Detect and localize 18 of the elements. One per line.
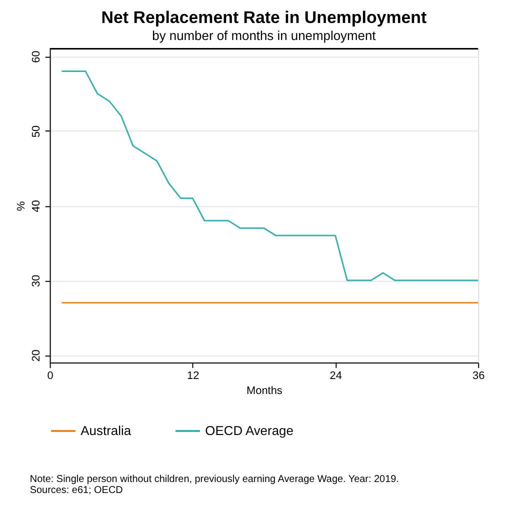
chart-subtitle: by number of months in unemployment xyxy=(152,28,376,44)
y-tick-label: 30 xyxy=(30,274,42,287)
x-tick-label: 12 xyxy=(186,370,200,382)
legend-label: OECD Average xyxy=(205,423,294,438)
x-tick-label: 24 xyxy=(330,370,342,382)
y-axis-title: % xyxy=(15,201,28,212)
chart-title: Net Replacement Rate in Unemployment xyxy=(101,8,427,28)
line-series xyxy=(60,70,478,282)
x-tick-label: 0 xyxy=(47,370,54,382)
y-tick-label: 50 xyxy=(30,125,42,138)
y-tick-label: 60 xyxy=(30,50,42,63)
legend-label: Australia xyxy=(80,423,132,438)
y-tick-label: 40 xyxy=(30,200,42,212)
source-note: Sources: e61; OECD xyxy=(30,485,123,496)
x-tick-label: 36 xyxy=(472,370,485,382)
text: Note: Single person without children, previously earning Average Wage. Year: 2019. xyxy=(30,474,399,486)
y-tick-label: 20 xyxy=(30,350,42,362)
x-axis-title: Months xyxy=(246,384,283,397)
